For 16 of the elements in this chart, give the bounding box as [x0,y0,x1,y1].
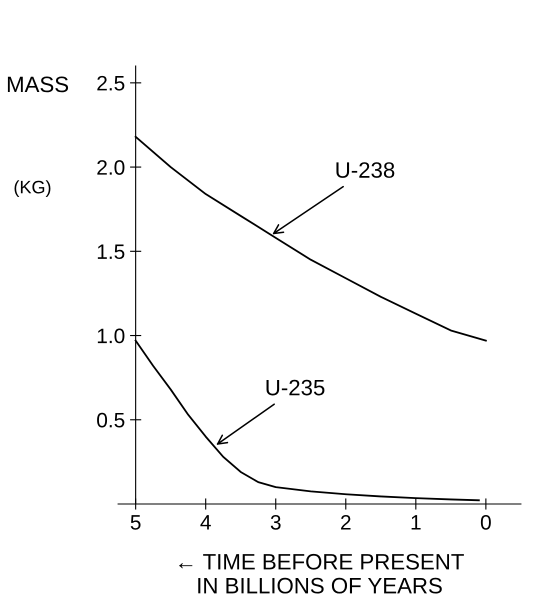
x-axis-title: ← TIME BEFORE PRESENT IN BILLIONS OF YEARS [179,554,464,594]
annotation: U-238 [336,162,394,178]
x-tick-label: 5 [130,515,141,530]
text: (KG) [14,180,50,198]
y-tick-label: 0.5 [97,412,124,428]
y-tick-label: 1.5 [98,244,124,260]
x-tick-label: 0 [480,514,491,530]
annotation: U-235 [266,380,324,396]
x-tick-label: 2 [341,514,351,530]
y-tick-label: 2.0 [97,160,124,175]
x-tick-label: 1 [412,515,421,530]
x-tick-label: 3 [270,514,281,530]
y-tick-label: 2.5 [97,76,124,91]
y-axis-title: MASS [8,76,68,92]
y-tick-label: 1.0 [98,328,124,344]
x-tick-label: 4 [200,515,211,530]
